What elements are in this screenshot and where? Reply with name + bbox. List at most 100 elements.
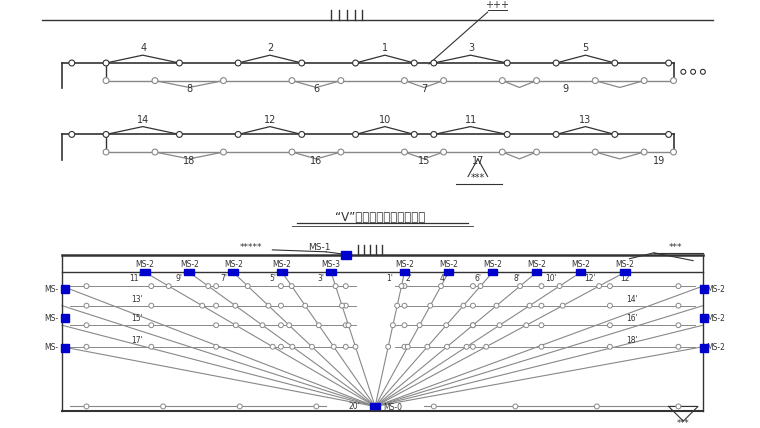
- Bar: [700, 344, 708, 352]
- Circle shape: [103, 60, 109, 66]
- Circle shape: [557, 284, 562, 288]
- Circle shape: [417, 323, 422, 328]
- Circle shape: [439, 284, 443, 288]
- Circle shape: [592, 149, 598, 155]
- Circle shape: [670, 149, 676, 155]
- Circle shape: [152, 77, 158, 83]
- Circle shape: [539, 344, 544, 349]
- Text: MS-2: MS-2: [706, 343, 725, 352]
- Bar: [575, 270, 585, 275]
- Bar: [700, 285, 708, 293]
- Text: 6': 6': [474, 274, 481, 283]
- Circle shape: [278, 344, 283, 349]
- Bar: [228, 270, 238, 275]
- Text: 12': 12': [584, 274, 596, 283]
- Bar: [619, 270, 629, 275]
- Circle shape: [641, 77, 647, 83]
- Text: 6: 6: [313, 84, 319, 94]
- Text: MS-2: MS-2: [180, 259, 198, 268]
- Circle shape: [278, 323, 283, 328]
- Circle shape: [338, 149, 344, 155]
- Bar: [277, 270, 287, 275]
- Text: 19: 19: [653, 156, 665, 166]
- Text: 13': 13': [131, 295, 143, 304]
- Circle shape: [470, 344, 476, 349]
- Text: 11': 11': [129, 274, 141, 283]
- Text: 12: 12: [264, 115, 277, 125]
- Text: 9: 9: [563, 84, 569, 94]
- Circle shape: [666, 131, 672, 137]
- Circle shape: [214, 323, 219, 328]
- Text: *****: *****: [239, 243, 262, 252]
- Text: 10: 10: [378, 115, 391, 125]
- Text: 7': 7': [220, 274, 227, 283]
- Circle shape: [214, 284, 219, 288]
- Circle shape: [287, 323, 292, 328]
- Bar: [370, 404, 380, 409]
- Circle shape: [497, 323, 502, 328]
- Circle shape: [353, 131, 359, 137]
- Text: ***: ***: [669, 243, 682, 252]
- Bar: [532, 270, 541, 275]
- Circle shape: [214, 344, 219, 349]
- Circle shape: [441, 77, 447, 83]
- Text: 15': 15': [131, 314, 143, 323]
- Text: 18: 18: [183, 156, 195, 166]
- Circle shape: [84, 284, 89, 288]
- Text: 2': 2': [406, 274, 413, 283]
- Circle shape: [553, 60, 559, 66]
- Circle shape: [470, 284, 476, 288]
- Circle shape: [560, 303, 565, 308]
- Circle shape: [505, 60, 510, 66]
- Bar: [61, 344, 69, 352]
- Circle shape: [233, 303, 238, 308]
- Bar: [326, 270, 336, 275]
- Circle shape: [344, 303, 348, 308]
- Text: 3': 3': [318, 274, 325, 283]
- Circle shape: [484, 344, 489, 349]
- Circle shape: [539, 303, 544, 308]
- Text: MS-: MS-: [44, 343, 58, 352]
- Bar: [444, 270, 454, 275]
- Text: 5: 5: [582, 43, 588, 53]
- Circle shape: [676, 404, 681, 409]
- Circle shape: [314, 404, 319, 409]
- Text: MS-0: MS-0: [383, 403, 402, 412]
- Bar: [185, 270, 194, 275]
- Text: MS-3: MS-3: [321, 259, 340, 268]
- Text: 18': 18': [627, 336, 638, 345]
- Circle shape: [103, 149, 109, 155]
- Circle shape: [299, 131, 305, 137]
- Bar: [700, 315, 708, 322]
- Circle shape: [278, 284, 283, 288]
- Circle shape: [290, 284, 294, 288]
- Circle shape: [344, 284, 348, 288]
- Circle shape: [176, 131, 182, 137]
- Circle shape: [676, 303, 681, 308]
- Circle shape: [333, 284, 338, 288]
- Circle shape: [302, 303, 308, 308]
- Circle shape: [401, 77, 407, 83]
- Circle shape: [441, 149, 447, 155]
- Circle shape: [200, 303, 204, 308]
- Bar: [400, 270, 410, 275]
- Circle shape: [237, 404, 242, 409]
- Circle shape: [499, 149, 505, 155]
- Circle shape: [666, 60, 672, 66]
- Circle shape: [338, 77, 344, 83]
- Circle shape: [353, 60, 359, 66]
- Bar: [341, 251, 350, 259]
- Circle shape: [69, 60, 74, 66]
- Circle shape: [432, 404, 436, 409]
- Text: 8': 8': [514, 274, 521, 283]
- Circle shape: [499, 77, 505, 83]
- Circle shape: [607, 344, 613, 349]
- Circle shape: [518, 284, 522, 288]
- Text: +++: +++: [486, 0, 509, 10]
- Text: MS-2: MS-2: [615, 259, 634, 268]
- Circle shape: [402, 284, 407, 288]
- Circle shape: [331, 344, 336, 349]
- Circle shape: [445, 344, 449, 349]
- Circle shape: [214, 303, 219, 308]
- Circle shape: [592, 77, 598, 83]
